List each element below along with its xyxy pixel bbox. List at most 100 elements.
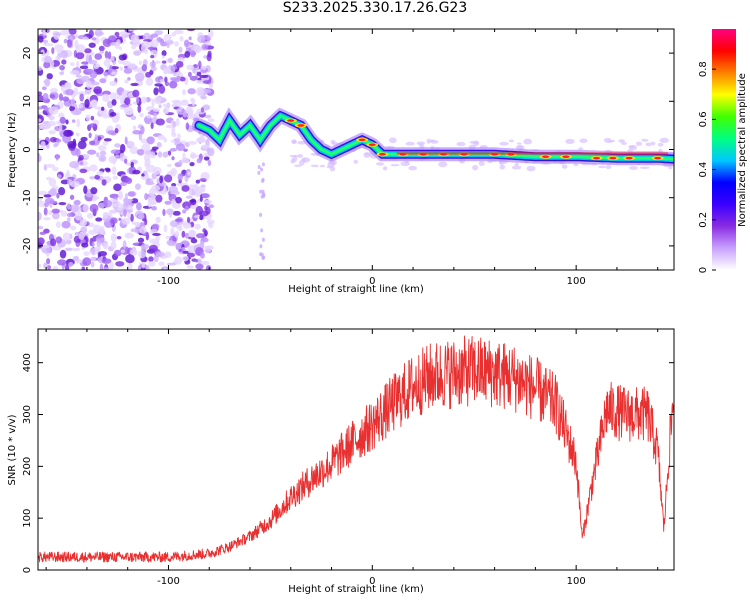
noise-blob: [103, 59, 111, 67]
noise-blob: [109, 80, 118, 87]
noise-blob: [48, 106, 59, 115]
ridge-halo-speck: [291, 157, 298, 162]
ridge-halo-speck: [289, 154, 296, 158]
noise-speck: [260, 167, 264, 172]
noise-blob: [45, 163, 56, 168]
snr-panel: -100 0 100 0 100 200 300 400 Height of straigh…: [7, 328, 675, 595]
noise-blob: [199, 74, 209, 79]
noise-blob: [154, 96, 163, 103]
noise-blob: [48, 210, 53, 215]
noise-blob: [167, 150, 172, 156]
snr-content: [38, 335, 674, 563]
noise-blob: [175, 61, 184, 68]
noise-blob: [179, 76, 186, 82]
colorbar-label: Normalized spectral amplitude: [737, 73, 748, 227]
noise-blob: [146, 136, 155, 145]
noise-blob: [69, 180, 80, 188]
noise-blob: [182, 201, 192, 210]
noise-blob: [65, 88, 74, 96]
noise-blob: [130, 228, 140, 233]
noise-blob: [147, 111, 156, 115]
noise-blob: [96, 152, 100, 158]
noise-blob: [172, 79, 180, 83]
noise-blob: [150, 66, 157, 72]
ridge-hotspot-core: [368, 143, 376, 146]
noise-blob: [42, 93, 49, 100]
noise-blob: [64, 264, 70, 270]
noise-blob: [128, 63, 137, 68]
noise-blob: [168, 185, 179, 194]
noise-blob: [60, 84, 66, 93]
noise-blob: [63, 38, 68, 44]
noise-blob: [130, 82, 139, 87]
ridge-hotspot-core: [593, 156, 601, 160]
noise-blob: [140, 266, 146, 270]
noise-blob: [200, 95, 207, 100]
spectrogram-y-label: Frequency (Hz): [7, 112, 18, 188]
ridge-halo-speck: [508, 139, 515, 143]
noise-blob: [164, 81, 170, 87]
noise-blob: [89, 70, 98, 79]
noise-blob: [96, 240, 102, 247]
noise-blob: [169, 80, 178, 89]
noise-blob: [52, 211, 60, 220]
noise-blob: [202, 104, 211, 111]
noise-blob: [88, 42, 96, 48]
noise-blob: [114, 143, 121, 148]
noise-blob: [50, 238, 57, 247]
noise-blob: [70, 225, 77, 231]
noise-blob: [171, 32, 177, 37]
noise-blob: [78, 154, 84, 161]
noise-blob: [78, 231, 85, 241]
noise-blob: [41, 245, 50, 249]
noise-blob: [120, 249, 126, 254]
snr-y-label: SNR (10 * v/v): [7, 414, 18, 485]
noise-blob: [140, 125, 145, 135]
noise-blob: [88, 29, 94, 38]
noise-blob: [145, 77, 154, 86]
noise-blob: [148, 188, 156, 197]
spectrogram-x-tick-label: 100: [567, 276, 586, 287]
noise-blob: [150, 206, 157, 211]
noise-blob: [192, 45, 202, 54]
noise-blob: [150, 33, 159, 38]
noise-blob: [49, 187, 57, 197]
noise-blob: [103, 138, 112, 142]
noise-blob: [137, 104, 142, 113]
noise-blob: [126, 111, 134, 115]
noise-blob: [156, 141, 162, 148]
noise-blob: [154, 30, 163, 36]
noise-blob: [166, 163, 172, 168]
noise-blob: [63, 129, 73, 137]
noise-blob: [152, 166, 162, 175]
noise-blob: [43, 262, 48, 269]
noise-blob: [40, 140, 46, 149]
noise-blob: [207, 159, 212, 167]
noise-blob: [109, 217, 118, 224]
noise-blob: [92, 235, 97, 242]
ridge-halo-speck: [578, 147, 584, 151]
noise-blob: [152, 108, 161, 112]
noise-blob: [153, 87, 159, 96]
noise-blob: [129, 146, 139, 155]
noise-blob: [67, 176, 75, 180]
noise-blob: [175, 196, 182, 204]
noise-blob: [148, 261, 156, 267]
noise-blob: [151, 223, 160, 230]
noise-blob: [207, 147, 215, 157]
noise-blob: [79, 218, 88, 227]
noise-blob: [69, 194, 75, 200]
noise-blob: [180, 100, 189, 106]
noise-blob: [66, 217, 71, 223]
noise-blob: [187, 111, 193, 116]
noise-blob: [173, 29, 184, 35]
noise-blob: [182, 209, 187, 214]
noise-blob: [190, 198, 197, 206]
noise-blob: [131, 198, 139, 204]
ridge-halo-speck: [639, 166, 650, 170]
noise-blob: [161, 50, 167, 57]
noise-blob: [49, 94, 56, 99]
noise-blob: [116, 112, 120, 121]
noise-blob: [38, 237, 45, 246]
noise-blob: [103, 267, 110, 270]
